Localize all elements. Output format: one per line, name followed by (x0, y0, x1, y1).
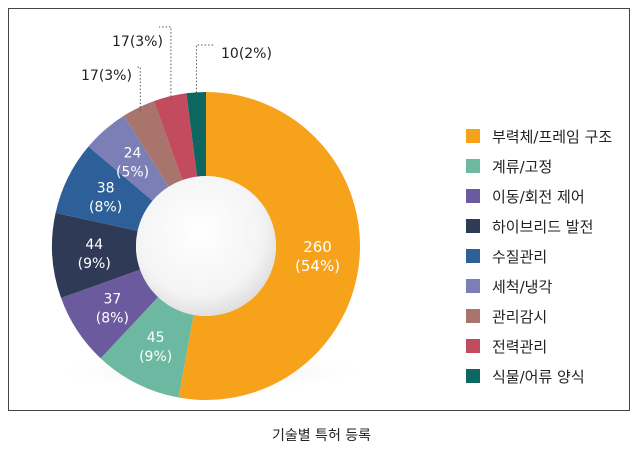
legend-label: 세척/냉각 (492, 277, 553, 296)
data-label-value: 44 (85, 237, 103, 253)
pie-slice (61, 269, 159, 359)
pie-slice (100, 297, 194, 398)
pie-slice (178, 92, 360, 400)
data-label-percent: (54%) (295, 257, 340, 275)
legend-item: 계류/고정 (466, 151, 636, 181)
data-label-percent: (8%) (89, 199, 122, 215)
donut-hole (136, 176, 276, 316)
chart-caption: 기술별 특허 등록 (271, 428, 372, 444)
legend-label: 부력체/프레임 구조 (492, 127, 613, 146)
callout-leader (195, 44, 214, 97)
legend-label: 관리감시 (492, 307, 548, 326)
callout-leader (137, 66, 141, 112)
pie-slice (186, 92, 206, 177)
pie-slice (123, 101, 183, 187)
data-label-value: 24 (124, 145, 142, 161)
legend-item: 식물/어류 양식 (466, 361, 636, 391)
legend-swatch (466, 339, 480, 353)
pie-slice (55, 146, 153, 231)
legend-swatch (466, 279, 480, 293)
chart-frame: 260 (54%) 45 (9%) 37 (8%) 44 (9%) 38 (8%) 24 (5%) 17… (8, 8, 630, 411)
data-label-value: 37 (103, 291, 121, 307)
legend-swatch (466, 309, 480, 323)
legend-swatch (466, 189, 480, 203)
legend-label: 수질관리 (492, 247, 548, 266)
legend-label: 이동/회전 제어 (492, 187, 585, 206)
callout-label: 17(3%) (112, 34, 163, 50)
legend-label: 전력관리 (492, 337, 548, 356)
data-label-value: 45 (147, 330, 165, 346)
callout-label: 10(2%) (221, 46, 272, 62)
legend-item: 전력관리 (466, 331, 636, 361)
legend-item: 부력체/프레임 구조 (466, 121, 636, 151)
legend-swatch (466, 159, 480, 173)
data-label-percent: (9%) (78, 256, 111, 272)
legend-label: 식물/어류 양식 (492, 367, 585, 386)
data-label-value: 260 (303, 238, 332, 256)
donut-chart: 260(54%) 45 (9%) 37 (8%) 44 (9%) 38 (8%) 24 (5%) 17… (52, 26, 372, 400)
legend-swatch (466, 219, 480, 233)
legend-item: 세척/냉각 (466, 271, 636, 301)
legend-item: 관리감시 (466, 301, 636, 331)
legend-swatch (466, 369, 480, 383)
callout-leader (159, 26, 172, 101)
legend-label: 하이브리드 발전 (492, 217, 594, 236)
pie-slice (88, 115, 169, 201)
legend-label: 계류/고정 (492, 157, 553, 176)
pie-slice (52, 212, 141, 299)
legend-swatch (466, 249, 480, 263)
data-label-value: 38 (97, 180, 115, 196)
legend-item: 이동/회전 제어 (466, 181, 636, 211)
legend-swatch (466, 129, 480, 143)
legend-item: 수질관리 (466, 241, 636, 271)
callout-label: 17(3%) (81, 68, 132, 84)
data-label-percent: (9%) (139, 349, 172, 365)
legend-item: 하이브리드 발전 (466, 211, 636, 241)
data-label-percent: (8%) (96, 310, 129, 326)
data-label-percent: (5%) (116, 164, 149, 180)
pie-slice (153, 93, 198, 181)
